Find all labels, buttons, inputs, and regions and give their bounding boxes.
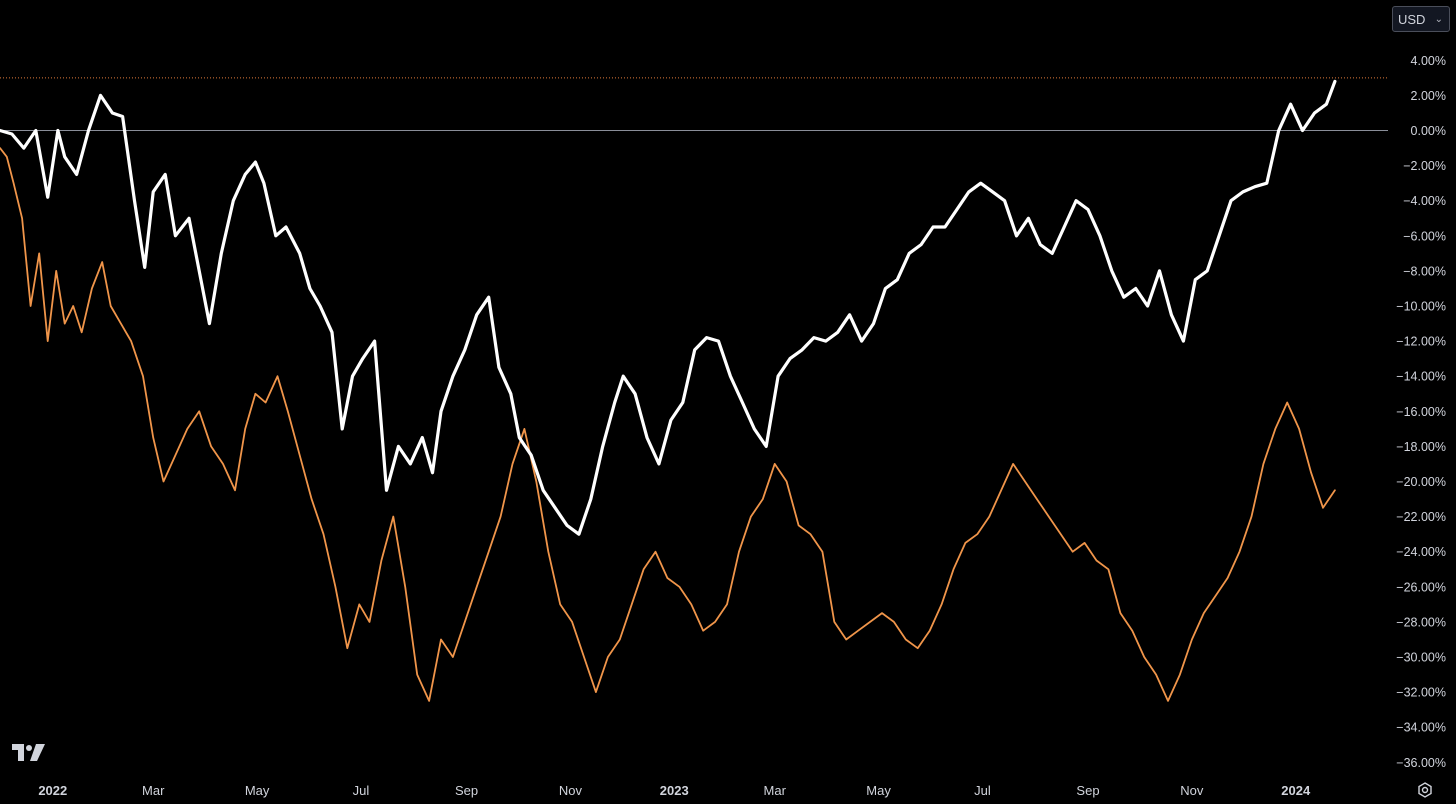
- x-tick-label: Mar: [142, 783, 165, 798]
- y-tick-label: −28.00%: [1396, 615, 1446, 629]
- x-tick-label: Sep: [1076, 783, 1099, 798]
- x-tick-label: May: [245, 783, 270, 798]
- y-tick-label: −14.00%: [1396, 370, 1446, 384]
- x-tick-label: May: [866, 783, 891, 798]
- y-tick-label: −30.00%: [1396, 651, 1446, 665]
- y-tick-label: −6.00%: [1403, 229, 1446, 243]
- y-tick-label: −32.00%: [1396, 686, 1446, 700]
- tradingview-logo-icon: [12, 744, 45, 761]
- series-line-0: [0, 79, 1337, 536]
- y-tick-label: −22.00%: [1396, 510, 1446, 524]
- gear-icon-shape: [1418, 782, 1432, 798]
- currency-label: USD: [1398, 11, 1426, 27]
- y-tick-label: 2.00%: [1411, 89, 1446, 103]
- y-tick-label: 4.00%: [1411, 54, 1446, 68]
- x-axis[interactable]: 2022 Mar May Jul Sep Nov 2023 Mar May Jul Sep Nov 20…: [38, 783, 1311, 798]
- chevron-down-icon: ⌄: [1434, 13, 1443, 25]
- reference-lines: [0, 77, 1388, 131]
- y-tick-label: −2.00%: [1403, 159, 1446, 173]
- series-line-1: [0, 147, 1336, 702]
- x-tick-label: 2023: [660, 783, 689, 798]
- x-tick-label: Mar: [764, 783, 787, 798]
- y-tick-label: −12.00%: [1396, 335, 1446, 349]
- y-tick-label: −26.00%: [1396, 580, 1446, 594]
- x-tick-label: 2024: [1281, 783, 1311, 798]
- y-tick-label: −34.00%: [1396, 721, 1446, 735]
- y-tick-label: −10.00%: [1396, 300, 1446, 314]
- y-tick-label: −4.00%: [1403, 194, 1446, 208]
- y-tick-label: −18.00%: [1396, 440, 1446, 454]
- y-tick-label: −20.00%: [1396, 475, 1446, 489]
- x-tick-label: Nov: [559, 783, 583, 798]
- x-tick-label: 2022: [38, 783, 67, 798]
- y-tick-label: 0.00%: [1411, 124, 1446, 138]
- y-tick-label: −24.00%: [1396, 545, 1446, 559]
- y-axis[interactable]: 4.00% 2.00% 0.00% −2.00% −4.00% −6.00% −8.00% −…: [1396, 54, 1446, 770]
- x-tick-label: Jul: [974, 783, 991, 798]
- series-layer: [0, 79, 1337, 702]
- gear-icon[interactable]: [1412, 778, 1438, 802]
- x-tick-label: Sep: [455, 783, 478, 798]
- x-tick-label: Nov: [1180, 783, 1204, 798]
- y-tick-label: −36.00%: [1396, 756, 1446, 770]
- currency-select[interactable]: USD ⌄: [1392, 6, 1450, 32]
- x-tick-label: Jul: [353, 783, 370, 798]
- y-tick-label: −8.00%: [1403, 264, 1446, 278]
- y-tick-label: −16.00%: [1396, 405, 1446, 419]
